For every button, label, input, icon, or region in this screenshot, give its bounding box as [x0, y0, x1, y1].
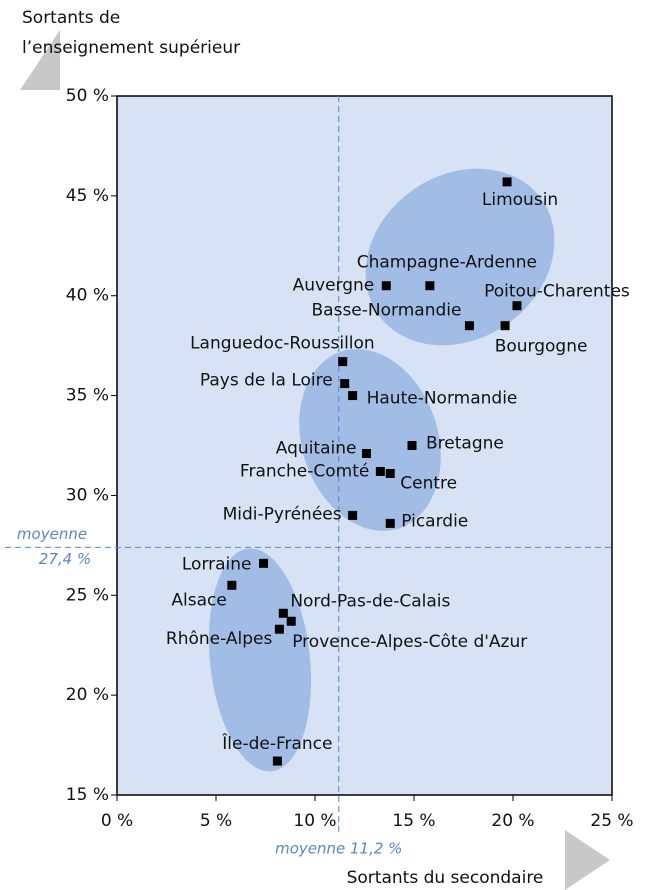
y-tick-label: 45 % [66, 186, 109, 206]
point [272, 756, 282, 766]
point-label: Champagne-Ardenne [357, 253, 537, 273]
point-label: Pays de la Loire [200, 371, 333, 391]
y-tick-label: 25 % [66, 585, 109, 605]
point [512, 301, 522, 311]
cluster [365, 168, 555, 346]
point [338, 357, 348, 367]
point [348, 510, 358, 520]
point-label: Auvergne [293, 276, 375, 296]
point-label: Basse-Normandie [312, 301, 462, 321]
point-label: Haute-Normandie [367, 389, 518, 409]
x-tick-label: 10 % [293, 811, 336, 831]
y-tick-label: 30 % [66, 485, 109, 505]
mean-y-label: moyenne [17, 525, 87, 543]
point [274, 624, 284, 634]
mean-x-label: moyenne 11,2 % [275, 840, 402, 858]
point-label: Alsace [171, 590, 226, 610]
point-label: Rhône-Alpes [166, 629, 273, 649]
point [502, 177, 512, 187]
point [340, 379, 350, 389]
y-tick-label: 20 % [66, 685, 109, 705]
x-tick-label: 0 % [101, 811, 133, 831]
x-tick-label: 15 % [392, 811, 435, 831]
point-label: Limousin [482, 190, 558, 210]
x-tick-label: 5 % [200, 811, 232, 831]
point [278, 608, 288, 618]
point-label: Picardie [401, 511, 468, 531]
point [500, 321, 510, 331]
point-label: Lorraine [182, 554, 252, 574]
x-tick-label: 20 % [491, 811, 534, 831]
y-tick-label: 50 % [66, 86, 109, 106]
x-axis-label: Sortants du secondaire [347, 868, 544, 888]
point-label: Poitou-Charentes [484, 282, 630, 302]
point [385, 518, 395, 528]
point [381, 281, 391, 291]
cluster [299, 349, 441, 531]
point [361, 448, 371, 458]
point-label: Languedoc-Roussillon [190, 334, 375, 354]
x-tick-label: 25 % [590, 811, 633, 831]
point [464, 321, 474, 331]
point [348, 391, 358, 401]
point-label: Midi-Pyrénées [223, 504, 342, 524]
point [385, 468, 395, 478]
point [286, 616, 296, 626]
point-label: Aquitaine [276, 438, 357, 458]
point-label: Bourgogne [495, 337, 588, 357]
y-tick-label: 40 % [66, 286, 109, 306]
point-label: Île-de-France [221, 732, 332, 754]
point-label: Nord-Pas-de-Calais [290, 591, 450, 611]
y-axis-label: Sortants de [22, 8, 120, 28]
cluster [208, 548, 312, 772]
y-tick-label: 35 % [66, 386, 109, 406]
point [407, 441, 417, 450]
mean-y-label: 27,4 % [39, 550, 91, 568]
y-tick-label: 15 % [66, 785, 109, 805]
point-label: Franche-Comté [240, 461, 369, 481]
y-axis-label: l’enseignement supérieur [22, 38, 240, 58]
y-arrow [20, 30, 60, 90]
point-label: Bretagne [426, 434, 504, 454]
point [375, 466, 385, 476]
point-label: Provence-Alpes-Côte d'Azur [292, 632, 527, 652]
point [425, 281, 435, 291]
point-label: Centre [400, 473, 457, 493]
point [259, 558, 269, 568]
point [227, 580, 237, 590]
x-arrow [565, 830, 610, 890]
